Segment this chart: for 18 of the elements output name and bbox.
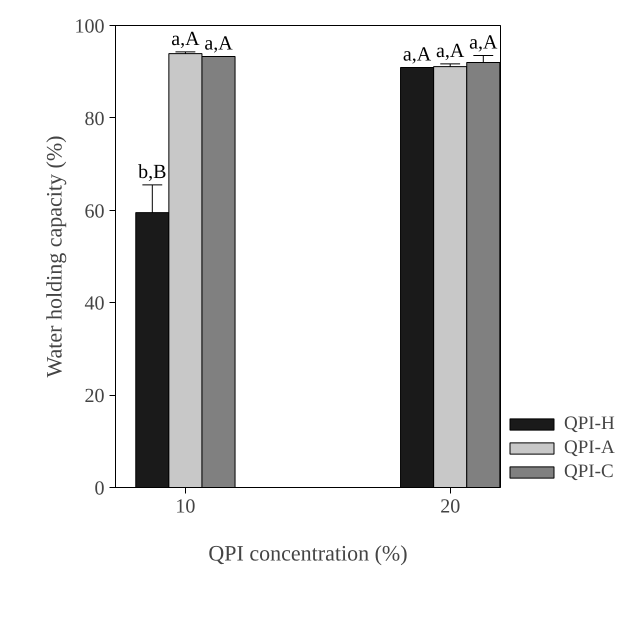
y-tick-label: 80 [84, 108, 104, 130]
data-label: a,A [402, 44, 432, 66]
data-label: a,A [204, 32, 234, 54]
data-label: b,B [138, 160, 166, 183]
data-label: a,A [436, 40, 465, 62]
legend-label: QPI-C [564, 461, 614, 483]
legend-label: QPI-H [564, 413, 615, 435]
y-tick-label: 0 [94, 478, 104, 500]
x-tick-label: 10 [175, 496, 196, 518]
y-tick-label: 20 [84, 385, 104, 408]
data-label: a,A [171, 28, 200, 50]
y-tick-label: 60 [84, 200, 104, 222]
y-tick-label: 40 [84, 292, 104, 315]
x-axis-title: QPI concentration (%) [208, 540, 408, 566]
legend-label: QPI-A [564, 437, 615, 459]
data-label: a,A [469, 32, 498, 54]
y-tick-label: 100 [74, 16, 104, 38]
y-axis-title: Water holding capacity (%) [42, 136, 66, 378]
